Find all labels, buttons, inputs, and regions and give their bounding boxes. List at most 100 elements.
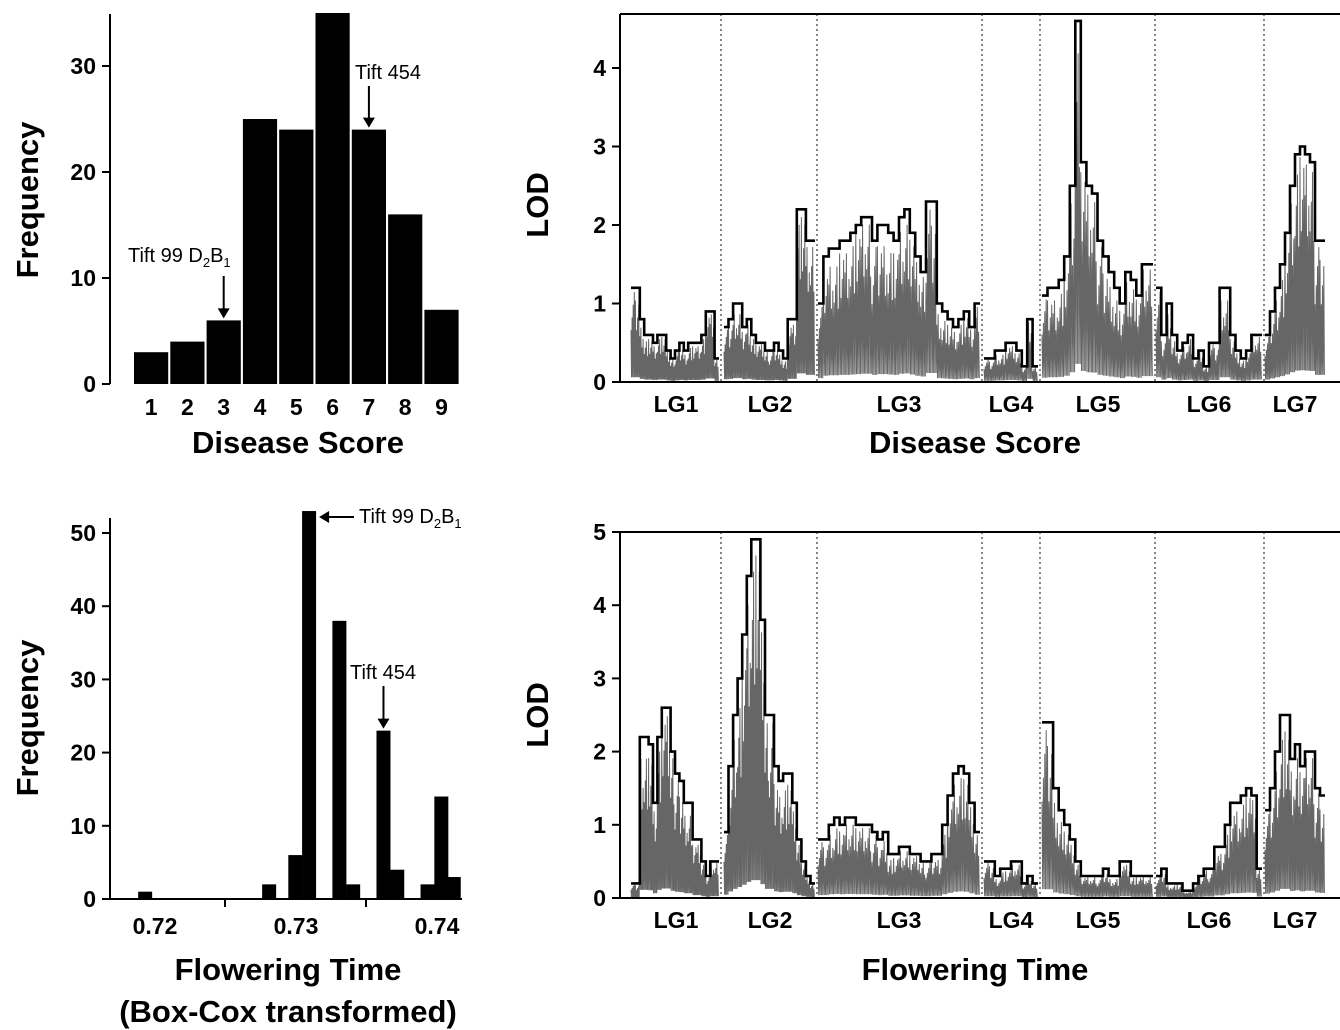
bar-3	[302, 511, 317, 899]
x-tick-label: 0.72	[133, 913, 178, 939]
lod-envelope-LG1	[631, 706, 719, 885]
hist-flowering-xlabel-2: (Box-Cox transformed)	[119, 994, 457, 1029]
bar-7	[351, 129, 386, 384]
lg-label-LG1: LG1	[654, 391, 699, 417]
x-tick-label: 0.74	[415, 913, 460, 939]
y-tick-label: 3	[593, 665, 606, 691]
y-tick-label: 1	[593, 291, 606, 317]
lg-label-LG4: LG4	[989, 391, 1034, 417]
y-tick-label: 10	[70, 813, 96, 839]
x-tick-label: 0.73	[274, 913, 319, 939]
lg-label-LG3: LG3	[877, 907, 922, 933]
x-tick-label-7: 7	[363, 394, 376, 420]
bar-4	[332, 620, 347, 899]
y-tick-label: 50	[70, 520, 96, 546]
y-tick-label: 0	[593, 885, 606, 911]
bar-6	[315, 13, 350, 384]
arrow-head-tift99	[319, 511, 330, 523]
bar-5	[279, 129, 314, 384]
lg-label-LG2: LG2	[748, 907, 793, 933]
bar-8	[388, 214, 423, 384]
lg-label-LG7: LG7	[1273, 391, 1318, 417]
bar-5	[346, 884, 361, 899]
lod-envelope-LG6	[1156, 786, 1262, 892]
lod-trace-LG1	[630, 716, 719, 898]
y-tick-label: 10	[70, 265, 96, 291]
lod-envelope-LG2	[724, 538, 815, 885]
arrow-head-tift454	[362, 117, 375, 128]
bar-2	[288, 855, 303, 899]
x-tick-label-6: 6	[326, 394, 339, 420]
lod-trace-LG3	[817, 778, 980, 897]
hist-flowering-xlabel: Flowering Time	[175, 952, 402, 987]
lod-envelope-LG6	[1156, 286, 1262, 368]
y-tick-label: 20	[70, 740, 96, 766]
lod-envelope-LG4	[984, 860, 1038, 885]
bar-3	[206, 320, 241, 384]
x-tick-label-8: 8	[399, 394, 412, 420]
y-tick-label: 30	[70, 666, 96, 692]
lod-envelope-LG5	[1042, 721, 1153, 878]
lod-trace-LG3	[817, 209, 980, 380]
x-tick-label-4: 4	[254, 394, 267, 420]
bar-9	[434, 796, 449, 899]
annotation-tift99-label: Tift 99 D2B1	[359, 506, 462, 531]
hist-disease-panel: 0 10 20 30 1 2 3 4 5 6 7 8 9 Tift 99 D2B1 Tift 454 Fre…	[10, 13, 459, 460]
y-tick-label: 0	[83, 886, 96, 912]
hist-flowering-ylabel: Frequency	[10, 639, 45, 797]
lod-disease-ylabel: LOD	[520, 172, 555, 237]
lod-envelope-LG4	[984, 317, 1038, 368]
lod-trace-LG5	[1041, 730, 1153, 897]
bar-7	[390, 869, 405, 899]
y-tick-label: 3	[593, 134, 606, 160]
x-tick-label-5: 5	[290, 394, 303, 420]
lod-trace-LG2	[723, 555, 815, 898]
arrow-head-tift454	[377, 718, 390, 729]
lg-label-LG1: LG1	[654, 907, 699, 933]
lod-trace-LG7	[1264, 731, 1325, 894]
lod-envelope-LG7	[1265, 145, 1325, 337]
lod-envelope-LG1	[631, 286, 719, 360]
lg-label-LG7: LG7	[1273, 907, 1318, 933]
x-tick-label-3: 3	[217, 394, 230, 420]
lod-trace-LG2	[723, 217, 815, 381]
lod-trace-LG7	[1264, 157, 1325, 380]
lod-envelope-LG5	[1042, 19, 1153, 305]
arrow-head-tift99	[217, 308, 230, 319]
lg-label-LG2: LG2	[748, 391, 793, 417]
lg-label-LG5: LG5	[1076, 907, 1121, 933]
bar-9	[424, 309, 459, 384]
y-tick-label: 4	[593, 55, 606, 81]
lod-envelope-LG2	[724, 208, 815, 360]
bar-1	[134, 352, 169, 384]
lg-label-LG6: LG6	[1187, 907, 1232, 933]
y-tick-label: 5	[593, 519, 606, 545]
hist-flowering-panel: 0 10 20 30 40 50 0.72 0.73 0.74 Tift 99 D2B1 Tift …	[10, 506, 462, 1029]
bar-8	[420, 884, 435, 899]
lod-envelope-LG3	[818, 200, 980, 329]
lg-label-LG6: LG6	[1187, 391, 1232, 417]
y-tick-label: 0	[83, 371, 96, 397]
x-tick-label-2: 2	[181, 394, 194, 420]
lod-disease-panel: 0 1 2 3 4 LG1 LG2 LG3 LG4 LG5 LG6 LG7 LOD Disease S…	[520, 13, 1340, 460]
lod-trace-LG6	[1155, 793, 1262, 898]
y-tick-label: 20	[70, 159, 96, 185]
x-tick-label-9: 9	[435, 394, 448, 420]
lod-trace-LG1	[630, 291, 719, 381]
bar-4	[242, 119, 278, 384]
lod-flowering-ylabel: LOD	[520, 682, 555, 747]
bar-10	[446, 877, 461, 899]
y-tick-label: 2	[593, 212, 606, 238]
hist-disease-xlabel: Disease Score	[192, 425, 404, 460]
lg-label-LG5: LG5	[1076, 391, 1121, 417]
bar-1	[262, 884, 277, 899]
lod-trace-LG6	[1155, 291, 1262, 382]
lod-flowering-xlabel: Flowering Time	[862, 952, 1089, 987]
y-tick-label: 1	[593, 812, 606, 838]
lod-flowering-panel: 0 1 2 3 4 5 LG1 LG2 LG3 LG4 LG5 LG6 LG7 LOD Flowerin…	[520, 519, 1340, 987]
lod-trace-LG4	[983, 321, 1038, 382]
bar-6	[376, 730, 391, 899]
annotation-tift454-label: Tift 454	[355, 62, 421, 84]
lod-trace-LG5	[1041, 53, 1153, 379]
